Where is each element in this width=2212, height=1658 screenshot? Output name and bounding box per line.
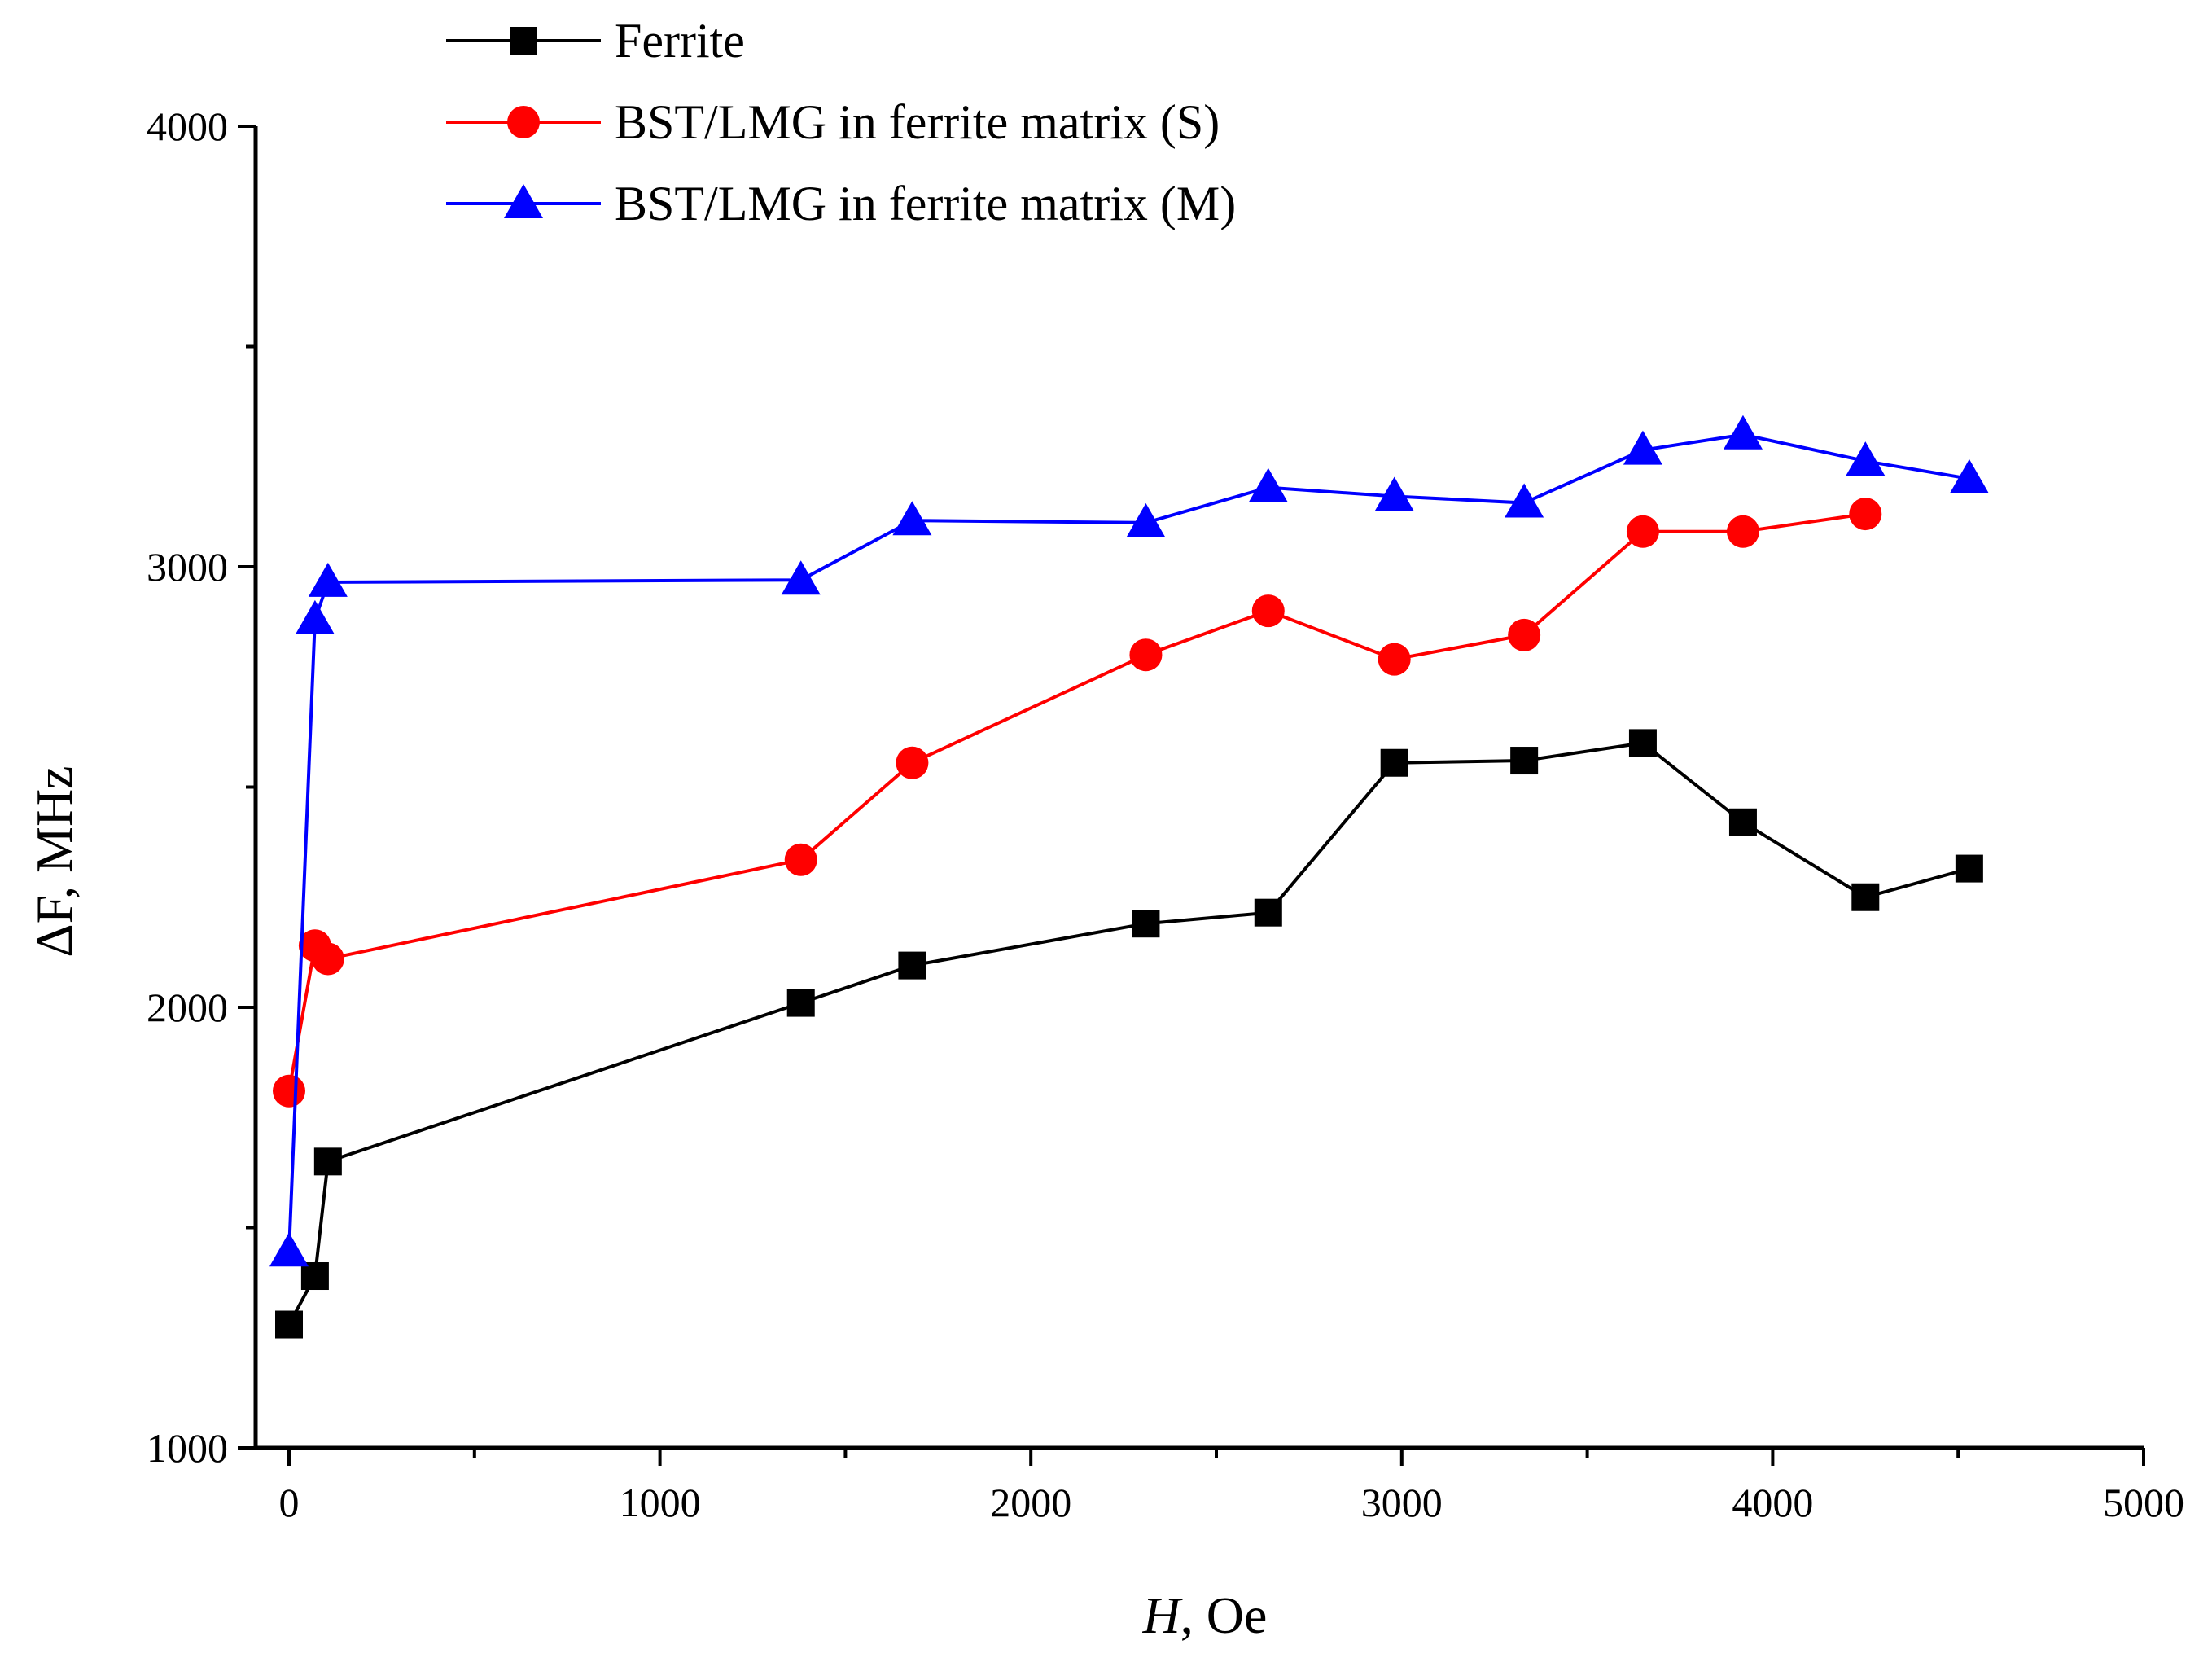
data-point xyxy=(1510,747,1539,775)
legend-marker xyxy=(510,27,537,55)
legend-label: BST/LMG in ferrite matrix (M) xyxy=(615,177,1236,230)
plot-area xyxy=(269,414,1989,1339)
series-line xyxy=(287,512,1866,1092)
series-line xyxy=(287,432,1970,1252)
data-point xyxy=(1849,498,1882,531)
x-tick-label: 2000 xyxy=(990,1480,1071,1525)
x-axis-title-var: H xyxy=(1142,1586,1184,1644)
data-point xyxy=(1726,515,1759,548)
legend-item: BST/LMG in ferrite matrix (S) xyxy=(446,95,1220,149)
data-point xyxy=(1248,467,1288,502)
data-point xyxy=(1126,502,1166,537)
x-tick-label: 0 xyxy=(279,1480,300,1525)
data-point xyxy=(784,843,817,876)
data-point xyxy=(896,746,929,779)
legend-marker xyxy=(507,106,540,138)
series-bst-lmg-in-ferrite-matrix-m xyxy=(269,414,1989,1267)
data-point xyxy=(1132,910,1160,938)
legend-item: BST/LMG in ferrite matrix (M) xyxy=(446,177,1236,230)
data-point xyxy=(786,989,815,1017)
data-point xyxy=(1949,458,1989,493)
legend-label: BST/LMG in ferrite matrix (S) xyxy=(615,95,1220,149)
legend: Ferrite BST/LMG in ferrite matrix (S) BST/… xyxy=(446,14,1236,230)
y-tick-label: 1000 xyxy=(147,1425,228,1471)
x-axis-title-unit: , Oe xyxy=(1180,1586,1268,1644)
series-ferrite xyxy=(275,729,1983,1339)
series-line xyxy=(287,741,1970,1326)
x-tick-label: 4000 xyxy=(1732,1480,1813,1525)
data-point xyxy=(898,951,926,980)
y-axis-title: ΔF, MHz xyxy=(25,765,83,957)
data-point xyxy=(1505,483,1544,518)
axes: 0 1000 2000 3000 4000 5000 1000 2000 3000 4000 xyxy=(147,103,2184,1525)
data-point xyxy=(300,1262,329,1291)
x-tick-label: 3000 xyxy=(1361,1480,1443,1525)
data-point xyxy=(892,501,932,536)
data-point xyxy=(1955,854,1983,883)
data-point xyxy=(1374,476,1414,511)
y-tick-label: 4000 xyxy=(147,103,228,149)
data-point xyxy=(1628,729,1657,757)
data-point xyxy=(311,942,344,976)
legend-marker xyxy=(504,184,543,218)
legend-item: Ferrite xyxy=(446,14,745,68)
data-point xyxy=(313,1147,342,1176)
data-point xyxy=(1508,618,1541,651)
series-bst-lmg-in-ferrite-matrix-s xyxy=(273,498,1882,1108)
data-point xyxy=(308,562,348,597)
y-tick-label: 2000 xyxy=(147,985,228,1030)
data-point xyxy=(1251,594,1285,628)
legend-label: Ferrite xyxy=(615,14,745,68)
data-point xyxy=(1380,748,1408,777)
y-tick-label: 3000 xyxy=(147,544,228,590)
data-point xyxy=(1129,638,1163,672)
x-tick-label: 5000 xyxy=(2103,1480,2184,1525)
data-point xyxy=(1378,643,1411,676)
data-point xyxy=(1623,430,1662,465)
data-point xyxy=(1846,441,1886,476)
data-point xyxy=(1626,515,1659,548)
data-point xyxy=(1723,414,1763,450)
data-point xyxy=(1851,883,1880,911)
x-axis-title: H, Oe xyxy=(1142,1586,1268,1644)
data-point xyxy=(781,560,821,595)
data-point xyxy=(1728,808,1757,836)
x-tick-label: 1000 xyxy=(620,1480,701,1525)
data-point xyxy=(275,1310,304,1339)
data-point xyxy=(269,1232,309,1267)
data-point xyxy=(273,1074,306,1108)
data-point xyxy=(1254,898,1282,927)
data-point xyxy=(295,599,335,634)
